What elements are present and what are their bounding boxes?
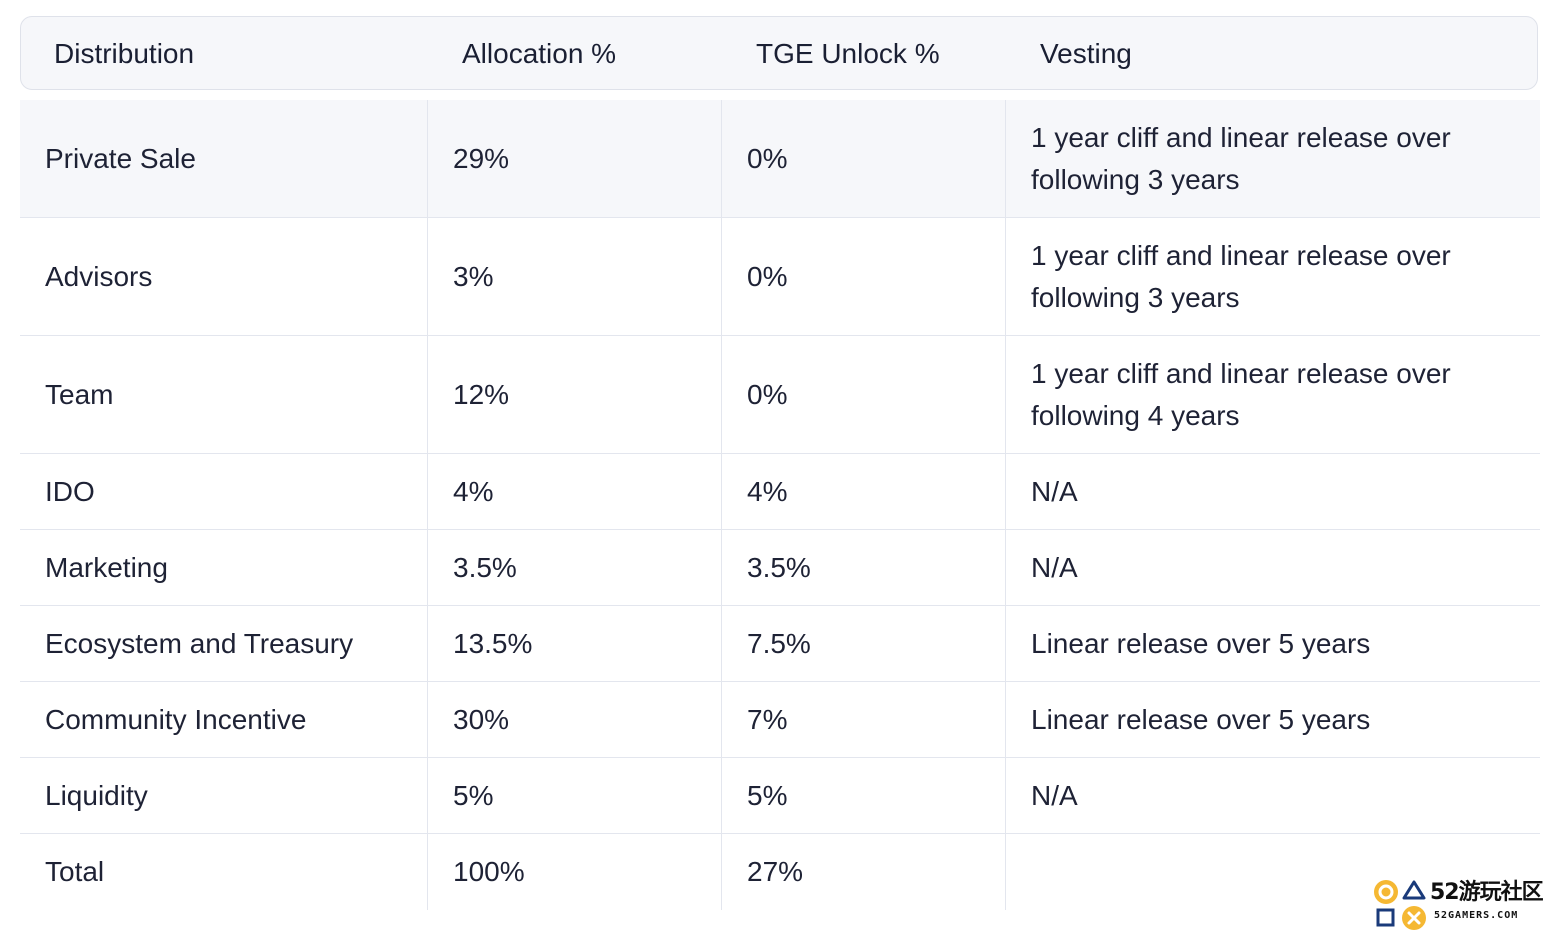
cell-vesting: N/A — [1005, 454, 1540, 529]
cell-tge-unlock: 0% — [721, 336, 1005, 453]
table-row: Private Sale 29% 0% 1 year cliff and lin… — [20, 100, 1540, 218]
table-row: Liquidity 5% 5% N/A — [20, 758, 1540, 834]
table-row: IDO 4% 4% N/A — [20, 454, 1540, 530]
cell-allocation: 3% — [427, 218, 721, 335]
cell-tge-unlock: 0% — [721, 100, 1005, 217]
cell-distribution: Marketing — [45, 551, 168, 583]
cell-allocation: 4% — [427, 454, 721, 529]
cell-tge-unlock: 5% — [721, 758, 1005, 833]
table-header: Distribution Allocation % TGE Unlock % V… — [20, 16, 1538, 90]
cell-vesting: N/A — [1005, 758, 1540, 833]
cell-distribution: Team — [45, 378, 114, 410]
cell-allocation: 13.5% — [427, 606, 721, 681]
watermark-title: 52游玩社区 — [1430, 880, 1544, 905]
watermark-logo: 52游玩社区 52GAMERS.COM — [1372, 874, 1548, 932]
cell-tge-unlock: 7.5% — [721, 606, 1005, 681]
cell-allocation: 29% — [427, 100, 721, 217]
cell-vesting — [1005, 834, 1540, 910]
cell-allocation: 3.5% — [427, 530, 721, 605]
cell-distribution: Total — [45, 856, 105, 887]
table-row: Team 12% 0% 1 year cliff and linear rele… — [20, 336, 1540, 454]
cell-allocation: 100% — [427, 834, 721, 910]
table-row: Community Incentive 30% 7% Linear releas… — [20, 682, 1540, 758]
cell-distribution: Private Sale — [45, 142, 196, 174]
cell-distribution: Ecosystem and Treasury — [45, 627, 354, 659]
table-row: Total 100% 27% — [20, 834, 1540, 910]
cell-allocation: 5% — [427, 758, 721, 833]
cell-vesting: 1 year cliff and linear release over fol… — [1005, 100, 1540, 217]
cell-distribution: Advisors — [45, 260, 153, 292]
cell-vesting: Linear release over 5 years — [1005, 606, 1540, 681]
cell-tge-unlock: 3.5% — [721, 530, 1005, 605]
cell-vesting: N/A — [1005, 530, 1540, 605]
table-row: Ecosystem and Treasury 13.5% 7.5% Linear… — [20, 606, 1540, 682]
header-tge-unlock: TGE Unlock % — [756, 38, 940, 69]
cell-allocation: 30% — [427, 682, 721, 757]
cell-distribution: IDO — [45, 475, 95, 507]
table-row: Advisors 3% 0% 1 year cliff and linear r… — [20, 218, 1540, 336]
controller-buttons-icon — [1374, 880, 1426, 930]
cell-distribution: Community Incentive — [45, 703, 307, 735]
cell-vesting: 1 year cliff and linear release over fol… — [1005, 218, 1540, 335]
cell-vesting: 1 year cliff and linear release over fol… — [1005, 336, 1540, 453]
cell-tge-unlock: 27% — [721, 834, 1005, 910]
cell-allocation: 12% — [427, 336, 721, 453]
cell-vesting: Linear release over 5 years — [1005, 682, 1540, 757]
header-distribution: Distribution — [54, 38, 195, 69]
distribution-table: Private Sale 29% 0% 1 year cliff and lin… — [20, 100, 1540, 910]
header-allocation: Allocation % — [462, 38, 617, 69]
cell-distribution: Liquidity — [45, 779, 148, 811]
table-row: Marketing 3.5% 3.5% N/A — [20, 530, 1540, 606]
cell-tge-unlock: 0% — [721, 218, 1005, 335]
watermark-subtitle: 52GAMERS.COM — [1434, 910, 1519, 921]
cell-tge-unlock: 4% — [721, 454, 1005, 529]
header-vesting: Vesting — [1040, 38, 1132, 69]
cell-tge-unlock: 7% — [721, 682, 1005, 757]
